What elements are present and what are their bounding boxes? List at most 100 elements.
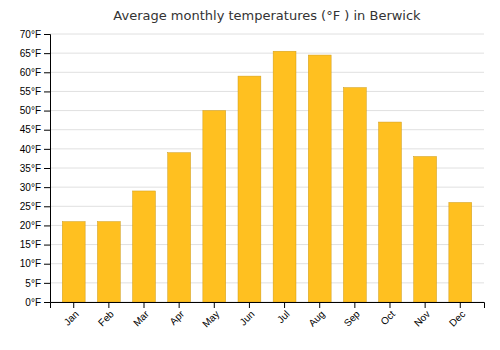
tick: Aug [306, 302, 326, 329]
tick-label: 20°F [20, 220, 41, 231]
bar [203, 111, 226, 302]
tick-label: Aug [306, 308, 326, 328]
bar [308, 55, 331, 302]
axis-line [44, 35, 51, 303]
tick-mark [460, 302, 461, 308]
tick: Feb [96, 302, 116, 328]
tick-mark [249, 302, 250, 308]
tick: 10°F [20, 258, 50, 269]
tick-mark [44, 187, 50, 188]
tick: Dec [447, 302, 467, 329]
bar [97, 222, 120, 302]
tick-label: 70°F [20, 29, 41, 40]
bar [343, 88, 366, 302]
tick-mark [44, 264, 50, 265]
tick-mark [319, 302, 320, 308]
tick: 70°F [20, 29, 50, 40]
tick: 30°F [20, 182, 50, 193]
grid-line [50, 91, 484, 92]
tick: Apr [167, 302, 186, 327]
bar [414, 157, 437, 302]
tick: 65°F [20, 48, 50, 59]
tick-label: 15°F [20, 239, 41, 250]
bar [62, 222, 85, 302]
title: Average monthly temperatures (°F ) in Be… [113, 8, 421, 23]
grid-line [50, 148, 484, 149]
bar [133, 191, 156, 302]
bars [62, 51, 471, 302]
tick: 55°F [20, 86, 50, 97]
tick-mark [425, 302, 426, 308]
tick: 50°F [20, 105, 50, 116]
tick-mark [44, 91, 50, 92]
tick: Mar [131, 302, 151, 328]
tick-label: 10°F [20, 258, 41, 269]
tick-mark [44, 34, 50, 35]
tick-label: 35°F [20, 163, 41, 174]
bar [168, 153, 191, 302]
tick: 35°F [20, 163, 50, 174]
tick-label: Mar [131, 308, 151, 328]
bar [379, 122, 402, 302]
tick-mark [389, 302, 390, 308]
tick-mark [144, 302, 145, 308]
tick-mark [44, 245, 50, 246]
tick-label: 0°F [25, 297, 41, 308]
tick-mark [44, 149, 50, 150]
tick-mark [44, 130, 50, 131]
tick: Oct [378, 302, 397, 327]
tick-label: Dec [447, 308, 467, 328]
tick: Jan [62, 302, 81, 328]
tick-label: 45°F [20, 124, 41, 135]
tick-label: 60°F [20, 67, 41, 78]
tick-label: Jan [62, 308, 81, 327]
tick-mark [179, 302, 180, 308]
tick: 60°F [20, 67, 50, 78]
tick-label: 50°F [20, 105, 41, 116]
tick-label: Nov [412, 308, 432, 328]
tick: Sep [342, 302, 363, 329]
tick-mark [354, 302, 355, 308]
tick: Jun [237, 302, 256, 328]
tick-mark [108, 302, 109, 308]
tick-mark [284, 302, 285, 308]
bar [273, 51, 296, 302]
tick: 5°F [25, 278, 50, 289]
tick-label: Jul [275, 308, 292, 325]
tick: 25°F [20, 201, 50, 212]
tick: Jul [275, 302, 292, 325]
tick-label: Oct [378, 308, 397, 327]
grid-line [50, 110, 484, 111]
plot-area: 0°F 5°F 10°F 15°F 20°F 25°F 30°F 35°F 40°F 45°F 50… [20, 29, 485, 330]
grid [50, 34, 484, 302]
tick-label: 65°F [20, 48, 41, 59]
tick-mark [44, 302, 50, 303]
tick-label: Sep [342, 308, 363, 329]
tick-mark [214, 302, 215, 308]
tick-mark [73, 302, 74, 308]
grid-line [50, 72, 484, 73]
grid-line [50, 129, 484, 130]
tick-mark [44, 111, 50, 112]
tick-label: Jun [237, 308, 256, 327]
tick: 45°F [20, 124, 50, 135]
bar [449, 202, 472, 302]
tick-mark [44, 225, 50, 226]
tick-label: 5°F [25, 278, 41, 289]
grid-line [50, 34, 484, 35]
tick-label: Feb [96, 308, 116, 328]
tick-mark [44, 168, 50, 169]
tick-label: 55°F [20, 86, 41, 97]
tick: Nov [412, 302, 432, 329]
tick-mark [44, 53, 50, 54]
grid-line [50, 53, 484, 54]
x-axis: JanFebMarAprMayJunJulAugSepOctNovDec [51, 302, 485, 330]
tick-label: 40°F [20, 144, 41, 155]
tick: 40°F [20, 144, 50, 155]
tick-mark [44, 206, 50, 207]
tick-label: 25°F [20, 201, 41, 212]
tick: 15°F [20, 239, 50, 250]
tick: 20°F [20, 220, 50, 231]
bar [238, 76, 261, 302]
tick-label: 30°F [20, 182, 41, 193]
